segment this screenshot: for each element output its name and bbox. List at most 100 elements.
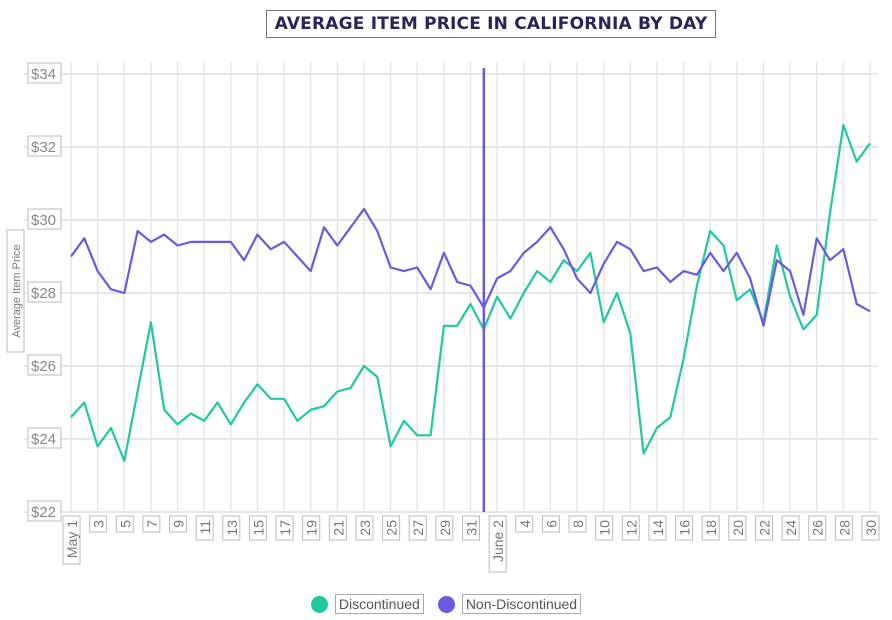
x-tick: 20 <box>728 515 747 541</box>
x-tick-label: 21 <box>330 520 346 536</box>
legend: Discontinued Non-Discontinued <box>0 592 892 616</box>
y-tick-label: $22 <box>31 504 56 521</box>
x-tick-box <box>754 515 773 541</box>
x-tick: 17 <box>275 515 294 541</box>
x-tick: 10 <box>595 515 614 541</box>
x-tick-label: 17 <box>277 520 293 536</box>
x-tick-box <box>302 515 321 541</box>
x-tick-box <box>568 515 587 533</box>
y-axis-label-box <box>6 229 25 353</box>
x-tick-label: 23 <box>357 520 373 536</box>
x-tick: 30 <box>861 515 880 541</box>
legend-dot-discontinued <box>310 595 328 613</box>
x-tick-label: 27 <box>410 520 426 536</box>
y-tick-box <box>27 500 62 522</box>
x-tick-label: 5 <box>117 520 133 528</box>
x-tick-box <box>781 515 800 541</box>
x-tick-box <box>488 515 507 573</box>
x-tick-label: 29 <box>437 520 453 536</box>
x-tick: 26 <box>808 515 827 541</box>
series-line-non-discontinued <box>70 207 871 327</box>
x-tick-label: 12 <box>623 520 639 536</box>
x-tick: 31 <box>462 515 480 541</box>
x-tick-box <box>675 515 694 541</box>
x-tick-label: 31 <box>464 520 480 536</box>
x-tick-box <box>701 515 720 541</box>
x-tick-box <box>195 515 214 541</box>
y-tick-label: $30 <box>31 212 56 229</box>
x-tick-label: 14 <box>650 520 666 536</box>
x-tick-box <box>595 515 614 541</box>
x-tick-box <box>169 515 188 533</box>
x-tick-label: 20 <box>730 520 746 536</box>
legend-label-discontinued: Discontinued <box>334 594 424 614</box>
x-tick-box <box>248 515 267 541</box>
legend-item-non-discontinued[interactable]: Non-Discontinued <box>437 594 582 614</box>
x-tick-box <box>648 515 667 541</box>
x-tick: 13 <box>222 515 241 541</box>
x-tick-box <box>728 515 747 541</box>
x-tick: June 2 <box>488 515 507 573</box>
legend-dot-non-discontinued <box>437 595 455 613</box>
x-tick: 27 <box>408 515 427 541</box>
x-tick-box <box>834 515 853 541</box>
y-axis-ticks: $22 $24 $26 $28 $30 $32 $34 <box>27 62 62 522</box>
x-tick: 4 <box>515 515 534 533</box>
x-tick: 7 <box>142 515 161 533</box>
x-tick-box <box>861 515 880 541</box>
x-tick: 29 <box>435 515 454 541</box>
x-tick: 15 <box>248 515 267 541</box>
y-tick-box <box>27 354 62 376</box>
x-tick: 16 <box>675 515 694 541</box>
x-tick-label: 6 <box>543 520 559 528</box>
x-tick: 3 <box>89 515 108 533</box>
x-tick-label: 30 <box>863 520 879 536</box>
x-tick-label: 3 <box>91 520 107 528</box>
x-tick: 9 <box>169 515 188 533</box>
y-tick-box <box>27 427 62 449</box>
y-tick-label: $24 <box>31 431 56 448</box>
y-tick-label: $26 <box>31 358 56 375</box>
y-tick-box <box>27 208 62 230</box>
y-tick-label: $28 <box>31 285 56 302</box>
x-tick-label: 10 <box>597 520 613 536</box>
x-tick-box <box>89 515 108 533</box>
x-tick: 6 <box>541 515 560 533</box>
x-tick-label: 18 <box>703 520 719 536</box>
x-tick-label: 24 <box>783 520 799 536</box>
x-tick-label: 26 <box>810 520 826 536</box>
x-tick-box <box>275 515 294 541</box>
x-tick: 5 <box>115 515 134 533</box>
y-tick-box <box>27 135 62 157</box>
legend-label-non-discontinued: Non-Discontinued <box>461 594 582 614</box>
x-tick-box <box>142 515 161 533</box>
x-tick-label: 15 <box>250 520 266 536</box>
x-tick-label: 8 <box>570 520 586 528</box>
legend-item-discontinued[interactable]: Discontinued <box>310 594 424 614</box>
x-tick-box <box>355 515 374 541</box>
x-tick-box <box>621 515 640 541</box>
x-tick-label: 7 <box>144 520 160 528</box>
x-tick: 11 <box>195 515 214 541</box>
y-tick-box <box>27 62 62 84</box>
vertical-gridlines <box>70 62 871 512</box>
x-tick-box <box>435 515 454 541</box>
chart-title: AVERAGE ITEM PRICE IN CALIFORNIA BY DAY <box>266 10 716 38</box>
y-tick-label: $32 <box>31 139 56 156</box>
x-tick-box <box>328 515 347 541</box>
x-tick-box <box>115 515 134 533</box>
series-lines <box>70 123 871 462</box>
x-tick: May 1 <box>62 515 81 565</box>
horizontal-gridlines <box>24 73 878 513</box>
x-tick: 23 <box>355 515 374 541</box>
x-tick: 24 <box>781 515 800 541</box>
x-tick-box <box>808 515 827 541</box>
x-tick: 18 <box>701 515 720 541</box>
x-tick-label: May 1 <box>64 520 80 558</box>
x-tick: 25 <box>382 515 401 541</box>
y-tick-label: $34 <box>31 66 56 83</box>
x-tick-label: 28 <box>836 520 852 536</box>
y-axis-label-wrap: Average Item Price <box>6 229 25 353</box>
x-tick-label: 25 <box>384 520 400 536</box>
